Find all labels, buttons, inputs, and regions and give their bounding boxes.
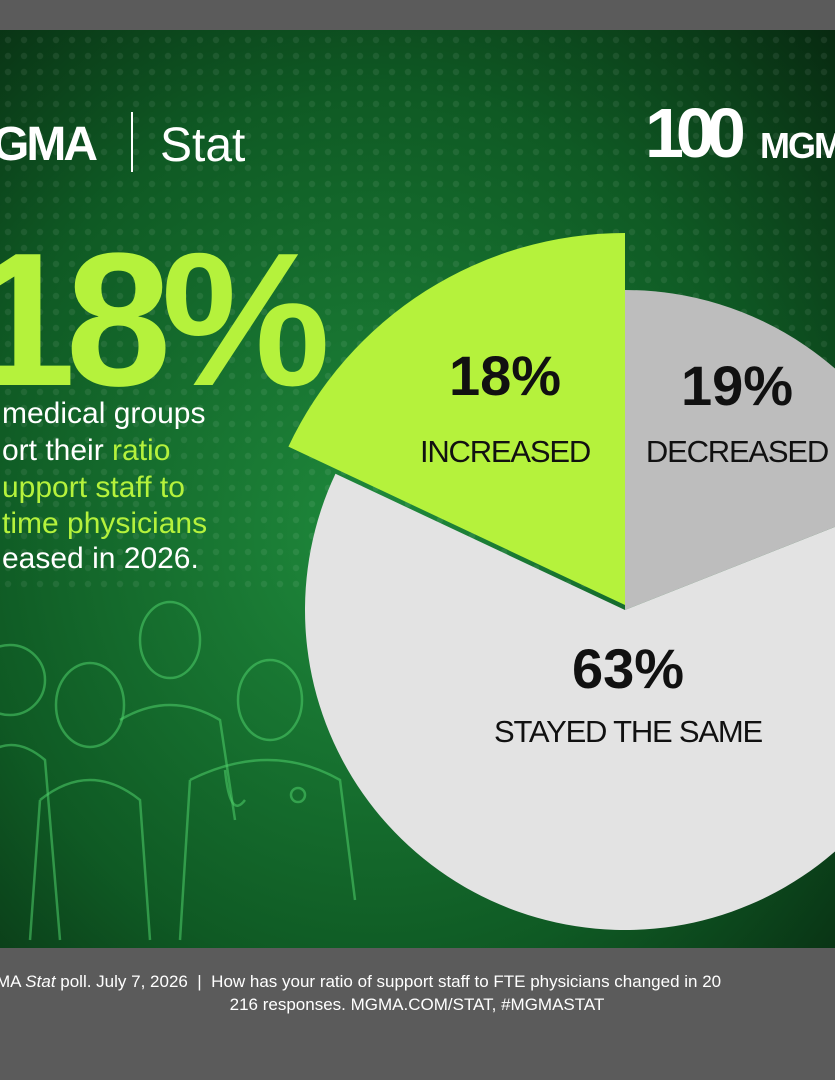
headline-line: upport staff to: [2, 471, 185, 504]
badge-number: 100: [645, 94, 744, 172]
headline-text: ort their: [2, 434, 112, 467]
value-label: 19%: [681, 354, 793, 417]
pie-chart: 18% INCREASED 19% DECREASED 63% STAYED THE SA…: [288, 233, 835, 930]
headline-text: medical groups: [2, 397, 205, 430]
top-bar: [0, 0, 835, 30]
headline-line: eased in 2026.: [2, 542, 199, 575]
product-name: Stat: [160, 119, 245, 172]
headline-highlight: ratio: [112, 434, 170, 467]
headline-stat: 18%: [0, 214, 325, 426]
headline-line: medical groups: [2, 397, 205, 430]
headline-highlight: time physicians: [2, 507, 207, 540]
value-label: 18%: [449, 344, 561, 407]
pie-slice: [625, 290, 835, 610]
footer-band: [0, 948, 835, 1080]
headline-highlight: upport staff to: [2, 471, 185, 504]
pie-slice: [288, 233, 625, 605]
category-label: STAYED THE SAME: [494, 714, 762, 749]
headline-line: time physicians: [2, 507, 207, 540]
footer-text: Stat: [25, 972, 57, 991]
pie-slice: [305, 473, 835, 930]
headline-text: eased in 2026.: [2, 542, 199, 575]
category-label: DECREASED: [646, 434, 828, 469]
footer-line: MA Stat poll. July 7, 2026 | How has you…: [0, 972, 721, 991]
people-illustration: [0, 600, 357, 941]
headline-line: ort their ratio: [2, 434, 170, 467]
value-label: 63%: [572, 637, 684, 700]
category-label: INCREASED: [420, 434, 590, 469]
footer-text: poll. July 7, 2026 | How has your ratio …: [56, 972, 722, 991]
badge-text: MGM: [760, 125, 835, 166]
footer-text: MA: [0, 972, 25, 991]
footer-line: 216 responses. MGMA.COM/STAT, #MGMASTAT: [230, 995, 605, 1014]
logo: GMA: [0, 118, 97, 171]
